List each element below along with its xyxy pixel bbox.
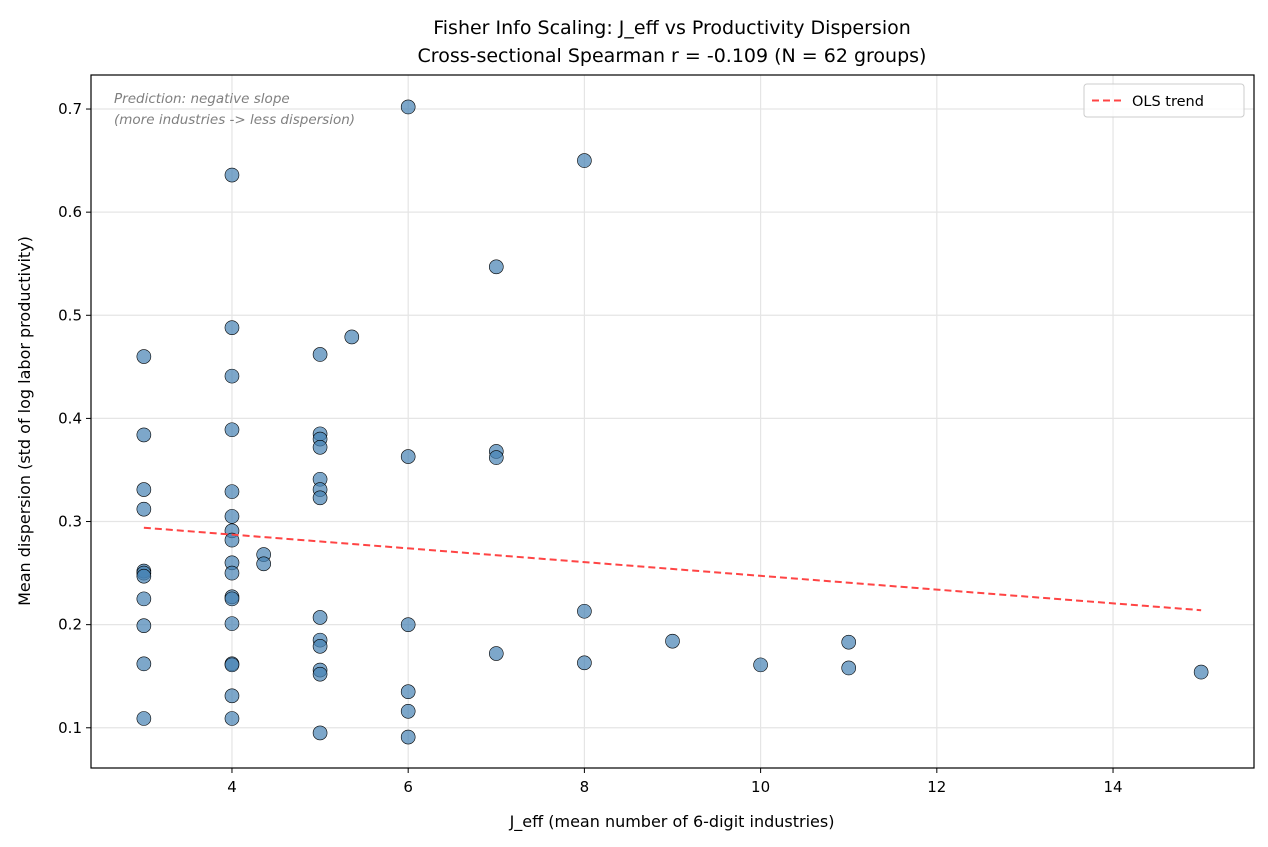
data-point bbox=[841, 634, 857, 650]
annotation-line-1: Prediction: negative slope bbox=[114, 91, 290, 107]
data-point bbox=[400, 729, 416, 745]
data-point bbox=[136, 591, 152, 607]
data-point bbox=[577, 603, 592, 619]
data-point bbox=[136, 349, 152, 364]
data-point bbox=[224, 368, 240, 384]
chart-subtitle: Cross-sectional Spearman r = -0.109 (N =… bbox=[418, 45, 927, 67]
y-tick-label: 0.4 bbox=[58, 409, 82, 427]
points bbox=[136, 99, 1209, 745]
x-tick-label: 10 bbox=[751, 778, 770, 796]
x-axis-label: J_eff (mean number of 6-digit industries… bbox=[509, 812, 835, 832]
y-tick-label: 0.1 bbox=[58, 719, 82, 737]
data-point bbox=[136, 656, 152, 672]
data-point bbox=[488, 259, 504, 275]
data-point bbox=[312, 490, 328, 506]
data-point bbox=[400, 99, 416, 115]
data-point bbox=[224, 484, 240, 499]
data-point bbox=[400, 703, 416, 719]
data-point bbox=[136, 427, 152, 443]
y-tick-label: 0.7 bbox=[58, 100, 82, 118]
data-point bbox=[224, 591, 240, 607]
data-point bbox=[312, 666, 328, 682]
data-point bbox=[136, 711, 152, 726]
x-tick-label: 8 bbox=[580, 778, 590, 796]
ols-trend-line bbox=[143, 526, 1202, 612]
data-point bbox=[400, 684, 416, 699]
data-point bbox=[224, 711, 240, 726]
plot-frame bbox=[90, 74, 1255, 769]
data-point bbox=[136, 618, 152, 633]
legend: OLS trend bbox=[1083, 83, 1245, 118]
x-tick-label: 6 bbox=[403, 778, 413, 796]
data-point bbox=[312, 610, 328, 625]
data-point bbox=[841, 660, 857, 676]
data-point bbox=[224, 422, 240, 438]
annotation-line-2: (more industries -> less dispersion) bbox=[114, 112, 355, 128]
data-point bbox=[753, 657, 768, 673]
data-point bbox=[400, 617, 416, 632]
data-point bbox=[577, 153, 592, 168]
y-tick-label: 0.3 bbox=[58, 513, 82, 531]
data-point bbox=[488, 450, 504, 465]
data-point bbox=[224, 616, 240, 631]
data-point bbox=[224, 167, 240, 183]
data-point bbox=[224, 532, 240, 548]
chart-title: Fisher Info Scaling: J_eff vs Productivi… bbox=[433, 17, 911, 39]
data-point bbox=[224, 565, 240, 581]
data-point bbox=[400, 449, 416, 464]
data-point bbox=[665, 633, 680, 649]
data-point bbox=[256, 556, 271, 572]
x-tick-label: 4 bbox=[227, 778, 237, 796]
data-point bbox=[136, 568, 152, 584]
data-point bbox=[488, 646, 504, 661]
data-point bbox=[312, 639, 328, 654]
data-point bbox=[224, 688, 240, 704]
data-point bbox=[224, 320, 240, 335]
legend-label: OLS trend bbox=[1132, 94, 1204, 110]
data-point bbox=[136, 482, 152, 497]
y-tick-label: 0.6 bbox=[58, 203, 82, 221]
data-point bbox=[224, 657, 240, 673]
data-point bbox=[1193, 664, 1209, 680]
data-point bbox=[136, 501, 152, 517]
data-point bbox=[312, 725, 328, 741]
data-point bbox=[344, 329, 360, 345]
x-tick-label: 12 bbox=[927, 778, 946, 796]
y-tick-label: 0.2 bbox=[58, 616, 82, 634]
y-axis-label: Mean dispersion (std of log labor produc… bbox=[15, 236, 34, 606]
x-tick-label: 14 bbox=[1103, 778, 1122, 796]
data-point bbox=[312, 439, 328, 455]
data-point bbox=[312, 347, 328, 362]
y-tick-label: 0.5 bbox=[58, 306, 82, 324]
ticks: 4 6 8 10 12 14 0.1 0.2 0.3 0.4 0.5 0.6 0.7 bbox=[58, 100, 1122, 796]
data-point bbox=[224, 509, 240, 524]
grid bbox=[91, 75, 1254, 768]
data-point bbox=[577, 655, 592, 671]
